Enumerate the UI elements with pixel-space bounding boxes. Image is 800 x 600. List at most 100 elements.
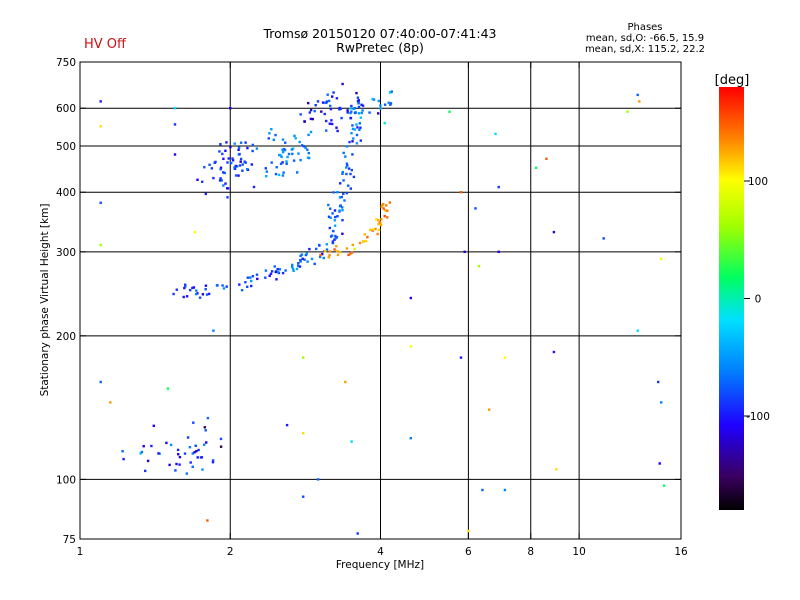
echo-point [150, 444, 153, 448]
echo-point [199, 456, 203, 459]
echo-point [284, 269, 287, 272]
echo-point [328, 254, 331, 257]
echo-point [379, 223, 383, 227]
echo-point [329, 207, 332, 210]
echo-point [229, 107, 232, 110]
echo-point [368, 228, 372, 232]
echo-point [333, 238, 336, 241]
x-tick-label: 4 [377, 546, 384, 558]
echo-point [316, 478, 320, 481]
echo-point [353, 247, 356, 251]
echo-point [347, 253, 350, 257]
echo-point [636, 329, 639, 332]
echo-point [185, 472, 188, 475]
x-tick-label: 2 [227, 546, 234, 558]
echo-point [339, 182, 342, 185]
echo-point [302, 432, 305, 435]
echo-point [390, 90, 393, 93]
echo-point [459, 356, 463, 359]
echo-point [334, 234, 337, 238]
echo-point [237, 153, 241, 156]
echo-point [347, 184, 350, 187]
echo-point [246, 285, 249, 288]
echo-point [366, 235, 369, 239]
x-tick-label: 16 [674, 546, 688, 558]
echo-point [235, 165, 239, 168]
echo-point [139, 452, 142, 455]
echo-point [331, 240, 335, 243]
echo-point [285, 160, 288, 163]
echo-point [320, 110, 323, 113]
echo-point [275, 278, 278, 281]
echo-point [345, 162, 349, 165]
echo-point [227, 157, 230, 160]
echo-point [350, 104, 353, 108]
echo-point [300, 253, 304, 256]
echo-point [304, 253, 308, 257]
echo-point [311, 117, 314, 121]
echo-point [219, 177, 222, 180]
echo-point [325, 129, 328, 132]
grid-lines [80, 62, 681, 539]
echo-point [389, 102, 393, 105]
echo-point [292, 159, 296, 162]
echo-point [244, 141, 247, 144]
echo-point [448, 110, 451, 113]
echo-point [184, 285, 187, 288]
y-tick-label: 400 [56, 187, 76, 199]
echo-point [229, 145, 232, 149]
echo-point [346, 111, 349, 114]
echo-point [109, 401, 112, 404]
echo-point [383, 103, 387, 106]
echo-point [333, 248, 336, 251]
echo-point [359, 139, 362, 142]
echo-point [477, 264, 481, 268]
echo-point [361, 240, 365, 243]
echo-point [251, 275, 255, 278]
echo-point [382, 207, 385, 210]
echo-point [219, 437, 223, 441]
echo-point [219, 445, 223, 448]
echo-point [355, 123, 358, 126]
echo-point [356, 96, 360, 99]
echo-point [246, 276, 249, 279]
echo-point [341, 209, 344, 212]
echo-point [299, 258, 302, 262]
echo-point [277, 173, 281, 177]
echo-point [140, 450, 144, 454]
echo-point [357, 112, 361, 115]
echo-point [313, 262, 316, 266]
echo-point [350, 251, 354, 254]
echo-point [329, 107, 333, 111]
echo-point [350, 110, 353, 113]
echo-point [380, 205, 383, 208]
echo-point [201, 293, 205, 296]
echo-point [375, 218, 378, 221]
echo-point [241, 163, 244, 166]
echo-point [264, 276, 267, 279]
echo-point [626, 110, 629, 113]
echo-point [246, 146, 249, 150]
echo-point [309, 130, 313, 134]
echo-point [189, 288, 192, 292]
y-tick-label: 600 [56, 103, 76, 115]
echo-point [340, 195, 343, 199]
echo-point [318, 255, 322, 259]
echo-point [272, 138, 275, 141]
echo-point [255, 273, 259, 276]
echo-point [183, 286, 186, 290]
echo-point [377, 228, 381, 232]
echo-point [345, 145, 349, 148]
echo-point [333, 219, 336, 222]
echo-point [358, 122, 361, 125]
echo-point [198, 296, 202, 299]
echo-point [239, 141, 243, 144]
echo-point [389, 91, 392, 94]
echo-point [191, 452, 194, 455]
echo-point [194, 292, 198, 296]
echo-point [329, 104, 332, 108]
echo-point [325, 101, 328, 105]
echo-point [244, 161, 247, 164]
echo-point [379, 104, 382, 107]
echo-point [195, 289, 198, 292]
